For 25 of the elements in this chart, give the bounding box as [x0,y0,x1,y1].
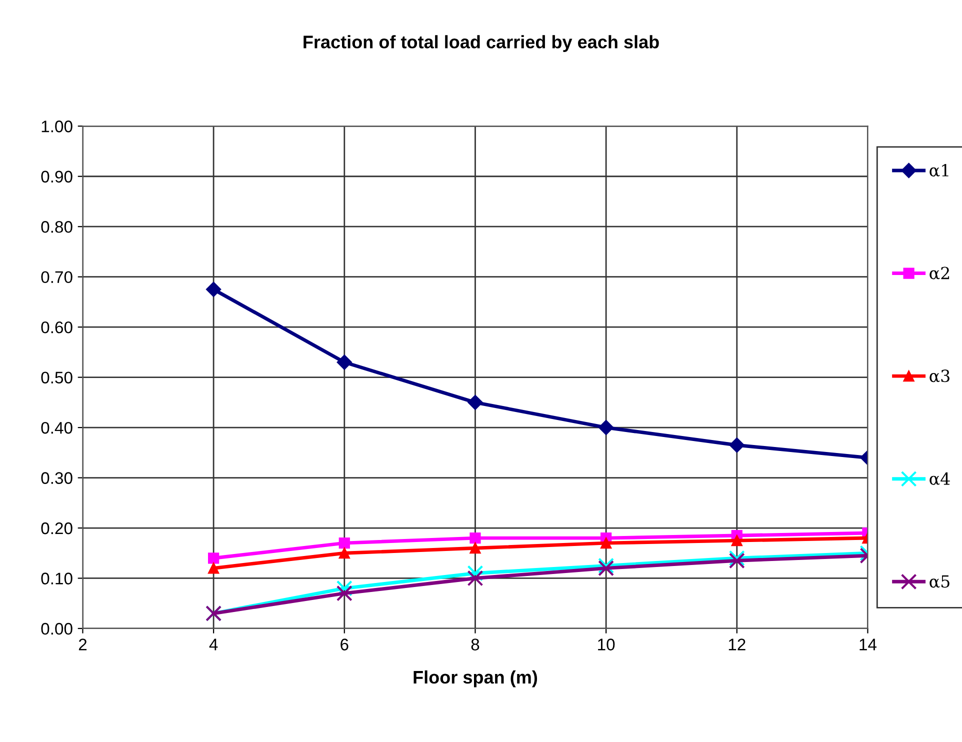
x-tick-label: 12 [728,638,746,650]
y-tick-label: 0.90 [41,170,72,183]
x-tick-label: 2 [78,638,87,650]
y-tick-label: 0.00 [41,622,72,635]
x-tick-label: 6 [340,638,348,650]
x-tick-label: 10 [598,638,615,650]
y-tick-label: 1.00 [42,120,72,132]
y-tick-label: 0.20 [41,522,72,534]
x-tick-label: 8 [471,638,480,650]
y-tick-label: 0.60 [41,321,72,334]
legend-label: α1 [930,164,948,177]
legend-label: α4 [930,472,950,485]
y-tick-label: 0.40 [41,422,72,434]
y-tick-label: 0.50 [41,372,72,384]
y-tick-label: 0.80 [41,221,72,233]
y-tick-label: 0.10 [41,572,72,584]
legend-label: α2 [930,266,950,280]
x-tick-label: 14 [860,638,877,650]
legend-label: α3 [930,370,950,382]
legend-label: α5 [930,575,950,588]
chart-title: Fraction of total load carried by each slab [304,35,659,52]
y-tick-label: 0.70 [41,271,72,284]
x-axis-title: Floor span (m) [414,670,538,688]
x-tick-label: 4 [209,638,218,650]
y-tick-label: 0.30 [41,472,72,484]
